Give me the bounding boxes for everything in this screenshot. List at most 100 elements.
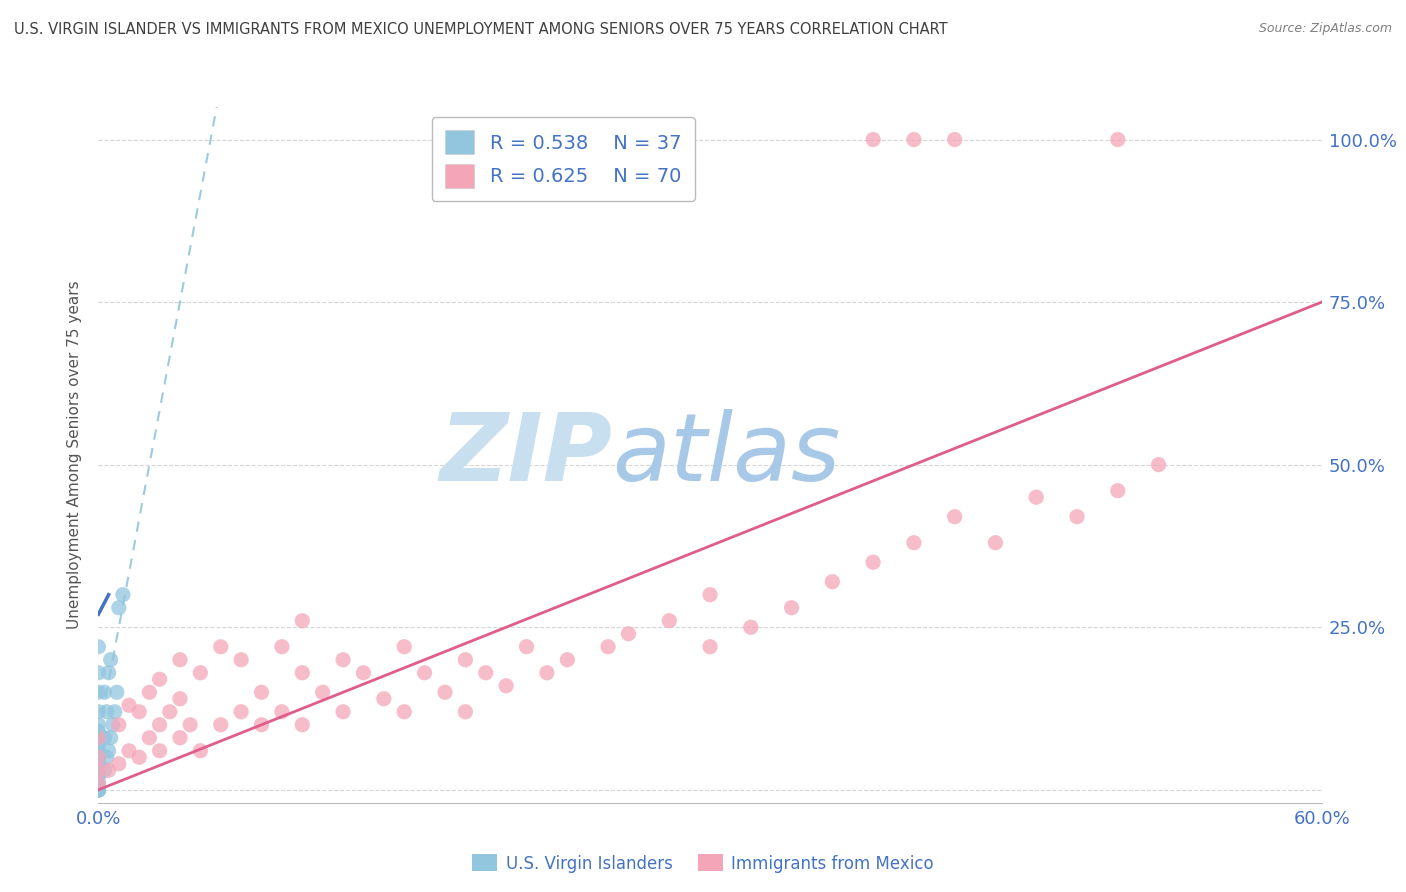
Point — [231, 705, 253, 719]
Point — [100, 653, 122, 667]
Point — [179, 718, 201, 732]
Text: ZIP: ZIP — [439, 409, 612, 501]
Point — [93, 685, 115, 699]
Point — [87, 705, 110, 719]
Point — [87, 756, 110, 771]
Point — [87, 776, 110, 790]
Point — [87, 782, 110, 797]
Point — [108, 718, 131, 732]
Point — [87, 770, 110, 784]
Point — [169, 731, 191, 745]
Point — [658, 614, 681, 628]
Point — [332, 653, 354, 667]
Point — [598, 640, 620, 654]
Point — [209, 718, 232, 732]
Point — [352, 665, 374, 680]
Point — [699, 588, 721, 602]
Point — [87, 731, 110, 745]
Point — [87, 782, 110, 797]
Point — [270, 640, 294, 654]
Point — [291, 718, 314, 732]
Point — [87, 724, 110, 739]
Point — [118, 744, 141, 758]
Point — [87, 782, 110, 797]
Point — [118, 698, 141, 713]
Text: Source: ZipAtlas.com: Source: ZipAtlas.com — [1258, 22, 1392, 36]
Point — [984, 535, 1007, 549]
Point — [270, 705, 294, 719]
Point — [87, 744, 110, 758]
Point — [617, 626, 640, 640]
Point — [392, 705, 416, 719]
Point — [903, 132, 925, 146]
Point — [821, 574, 844, 589]
Point — [188, 744, 212, 758]
Point — [87, 640, 110, 654]
Point — [250, 685, 273, 699]
Point — [209, 640, 232, 654]
Point — [495, 679, 517, 693]
Point — [87, 665, 110, 680]
Point — [87, 731, 110, 745]
Point — [169, 691, 191, 706]
Point — [231, 653, 253, 667]
Point — [943, 132, 966, 146]
Point — [291, 665, 314, 680]
Point — [159, 705, 181, 719]
Point — [87, 782, 110, 797]
Point — [454, 705, 477, 719]
Point — [1147, 458, 1170, 472]
Point — [87, 776, 110, 790]
Point — [104, 705, 127, 719]
Point — [97, 744, 120, 758]
Point — [434, 685, 457, 699]
Y-axis label: Unemployment Among Seniors over 75 years: Unemployment Among Seniors over 75 years — [67, 281, 83, 629]
Point — [373, 691, 395, 706]
Point — [943, 509, 966, 524]
Point — [97, 764, 120, 778]
Point — [87, 737, 110, 751]
Point — [111, 588, 134, 602]
Text: atlas: atlas — [612, 409, 841, 500]
Point — [862, 555, 884, 569]
Point — [87, 764, 110, 778]
Point — [101, 718, 124, 732]
Point — [1066, 509, 1088, 524]
Point — [93, 731, 115, 745]
Point — [149, 744, 172, 758]
Point — [862, 132, 884, 146]
Point — [87, 718, 110, 732]
Point — [105, 685, 128, 699]
Point — [128, 750, 150, 764]
Point — [87, 782, 110, 797]
Point — [1107, 483, 1129, 498]
Point — [413, 665, 436, 680]
Point — [93, 764, 115, 778]
Point — [291, 614, 314, 628]
Legend: R = 0.538    N = 37, R = 0.625    N = 70: R = 0.538 N = 37, R = 0.625 N = 70 — [432, 117, 695, 202]
Point — [250, 718, 273, 732]
Point — [699, 640, 721, 654]
Point — [87, 782, 110, 797]
Point — [169, 653, 191, 667]
Point — [138, 685, 160, 699]
Point — [149, 672, 172, 686]
Point — [1107, 132, 1129, 146]
Point — [516, 640, 538, 654]
Point — [536, 665, 558, 680]
Point — [1025, 490, 1047, 504]
Point — [557, 653, 579, 667]
Point — [740, 620, 762, 634]
Text: U.S. VIRGIN ISLANDER VS IMMIGRANTS FROM MEXICO UNEMPLOYMENT AMONG SENIORS OVER 7: U.S. VIRGIN ISLANDER VS IMMIGRANTS FROM … — [14, 22, 948, 37]
Point — [780, 600, 803, 615]
Point — [332, 705, 354, 719]
Point — [87, 764, 110, 778]
Point — [903, 535, 925, 549]
Point — [474, 665, 498, 680]
Point — [87, 685, 110, 699]
Point — [128, 705, 150, 719]
Point — [87, 750, 110, 764]
Point — [454, 653, 477, 667]
Point — [392, 640, 416, 654]
Point — [149, 718, 172, 732]
